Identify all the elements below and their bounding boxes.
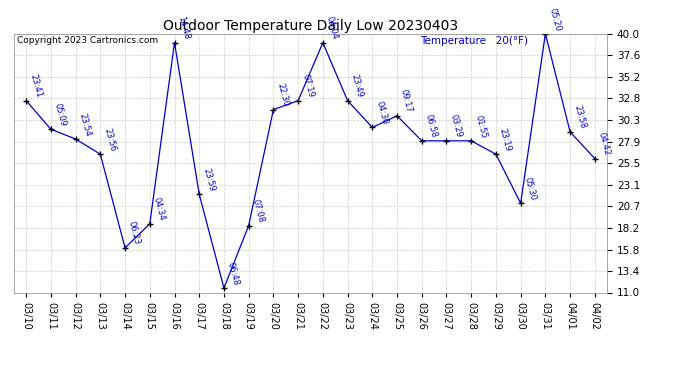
Text: 04:34: 04:34 [152,196,167,222]
Text: 14:48: 14:48 [177,15,191,41]
Text: 06:23: 06:23 [127,220,142,246]
Text: 23:41: 23:41 [28,74,43,99]
Text: 23:56: 23:56 [102,127,117,152]
Text: Temperature   20(°F): Temperature 20(°F) [420,36,529,46]
Text: 07:08: 07:08 [250,198,266,224]
Text: 06:48: 06:48 [226,261,241,286]
Text: 23:54: 23:54 [77,112,92,137]
Text: 07:19: 07:19 [300,74,315,99]
Text: 01:55: 01:55 [473,114,488,139]
Text: 04:30: 04:30 [374,100,389,126]
Text: 04:42: 04:42 [597,132,611,157]
Text: 23:19: 23:19 [498,127,513,152]
Text: 05:20: 05:20 [547,7,562,32]
Text: 22:30: 22:30 [275,82,290,108]
Text: Copyright 2023 Cartronics.com: Copyright 2023 Cartronics.com [17,36,158,45]
Text: 05:30: 05:30 [522,176,538,201]
Title: Outdoor Temperature Daily Low 20230403: Outdoor Temperature Daily Low 20230403 [163,19,458,33]
Text: 23:49: 23:49 [350,74,364,99]
Text: 06:58: 06:58 [424,114,439,139]
Text: 04:04: 04:04 [325,16,339,41]
Text: 23:59: 23:59 [201,167,216,193]
Text: 23:58: 23:58 [572,105,587,130]
Text: 09:17: 09:17 [399,88,414,114]
Text: 05:09: 05:09 [53,102,68,128]
Text: 03:29: 03:29 [448,114,464,139]
